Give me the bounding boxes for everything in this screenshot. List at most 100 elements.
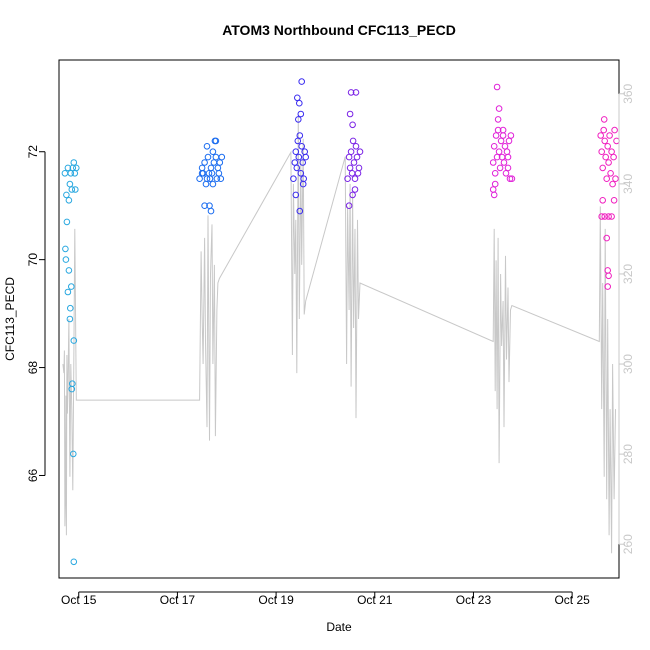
series-flight3 — [290, 78, 310, 215]
data-point — [67, 304, 74, 312]
y2-tick-label: 300 — [621, 354, 635, 374]
data-point — [351, 175, 359, 182]
data-point — [65, 267, 73, 274]
data-point — [62, 245, 69, 253]
y2-tick-label: 360 — [621, 83, 635, 103]
data-point — [292, 148, 300, 155]
data-point — [598, 148, 606, 155]
data-point — [495, 148, 503, 155]
data-point — [297, 110, 305, 118]
data-point — [299, 159, 307, 166]
x-axis-label: Date — [326, 620, 352, 634]
data-point — [356, 148, 364, 155]
data-point — [610, 153, 617, 161]
data-point — [297, 170, 305, 177]
y-tick-label: 68 — [26, 361, 40, 375]
data-point — [601, 213, 609, 220]
data-point — [208, 170, 216, 177]
data-point — [508, 175, 516, 182]
data-point — [494, 116, 502, 123]
data-point — [66, 315, 74, 323]
data-point — [293, 164, 301, 172]
data-point — [344, 175, 351, 182]
data-point — [504, 153, 512, 161]
data-point — [70, 558, 78, 566]
y-axis: 66 68 70 72 — [26, 145, 46, 482]
data-point — [603, 175, 611, 182]
series-flight1 — [61, 159, 80, 566]
data-point — [70, 337, 78, 344]
y2-tick-label: 320 — [621, 264, 635, 284]
y2-tick-label: 340 — [621, 174, 635, 194]
data-point — [598, 213, 606, 220]
data-point — [353, 153, 361, 161]
data-point — [196, 175, 203, 182]
data-point — [493, 83, 501, 91]
data-point — [611, 126, 618, 134]
x-tick-label: Oct 23 — [456, 593, 492, 607]
data-point — [504, 164, 512, 172]
data-point — [601, 137, 609, 145]
data-point — [64, 164, 72, 172]
data-point — [600, 126, 608, 134]
data-point — [494, 126, 502, 134]
x-tick-label: Oct 25 — [554, 593, 590, 607]
secondary-y-axis: 260 280 300 320 340 360 — [618, 83, 635, 554]
data-point — [605, 213, 612, 220]
secondary-line-layer — [62, 116, 616, 554]
data-point — [290, 175, 297, 182]
data-point — [296, 132, 304, 139]
data-point — [295, 116, 302, 123]
data-point — [495, 105, 503, 112]
data-point — [604, 143, 612, 150]
data-point — [201, 159, 208, 166]
data-point — [603, 234, 611, 242]
data-point — [72, 186, 79, 193]
y-tick-label: 70 — [26, 253, 40, 267]
data-point — [302, 153, 310, 161]
x-axis: Oct 15 Oct 17 Oct 19 Oct 21 Oct 23 Oct 25 — [61, 591, 590, 607]
data-point — [349, 191, 356, 199]
y2-tick-label: 280 — [621, 444, 635, 464]
data-point — [296, 207, 304, 215]
data-point — [70, 450, 77, 458]
data-point — [602, 153, 610, 161]
data-point — [491, 180, 499, 188]
data-point — [496, 164, 504, 172]
data-point — [207, 207, 215, 215]
data-point — [605, 272, 612, 280]
data-point — [64, 288, 72, 296]
data-point — [506, 175, 514, 182]
data-point — [490, 143, 498, 150]
data-point — [599, 164, 607, 172]
data-point — [500, 159, 508, 166]
data-point — [489, 159, 497, 166]
data-point — [604, 283, 612, 290]
data-point — [70, 159, 78, 166]
data-point — [352, 143, 360, 150]
data-point — [62, 256, 70, 263]
data-point — [63, 218, 71, 226]
data-point — [606, 132, 613, 139]
data-point — [491, 170, 499, 177]
data-point — [507, 132, 515, 139]
data-point — [218, 153, 226, 161]
data-point — [294, 94, 301, 102]
data-point — [349, 121, 356, 129]
y-axis-label: CFC113_PECD — [3, 277, 17, 361]
data-point — [217, 175, 225, 182]
x-tick-label: Oct 17 — [160, 593, 196, 607]
data-point — [597, 132, 605, 139]
series-flight4 — [344, 89, 364, 209]
data-point — [65, 197, 73, 204]
data-point — [607, 170, 614, 177]
data-point — [198, 170, 206, 177]
data-point — [298, 143, 306, 150]
data-point — [612, 175, 619, 182]
data-point — [346, 110, 354, 118]
data-point — [209, 180, 217, 188]
data-point — [212, 137, 220, 145]
data-point — [608, 213, 615, 220]
data-point — [347, 148, 355, 155]
